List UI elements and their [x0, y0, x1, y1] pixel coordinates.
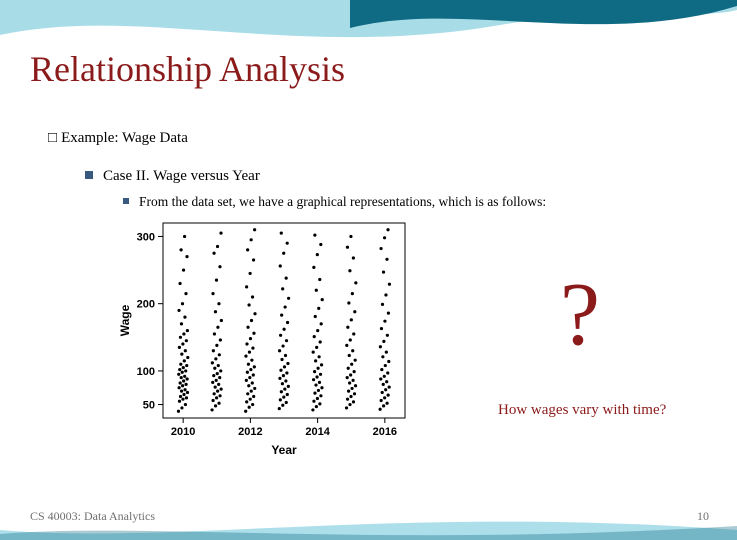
svg-text:200: 200 — [137, 299, 155, 311]
svg-text:Wage: Wage — [118, 304, 132, 336]
bullet-glyph-small-square — [123, 198, 129, 204]
svg-text:2010: 2010 — [171, 426, 195, 438]
bullet-level-2: Case II. Wage versus Year — [85, 168, 260, 185]
bullet-level-1: □Example: Wage Data — [48, 130, 188, 147]
slide-number: 10 — [697, 509, 709, 524]
svg-text:Year: Year — [271, 443, 297, 457]
question-mark: ? — [560, 270, 600, 360]
bullet-text: From the data set, we have a graphical r… — [139, 194, 546, 209]
bullet-glyph-hollow-square: □ — [48, 130, 57, 146]
bullet-text: Example: Wage Data — [61, 130, 188, 146]
slide-title: Relationship Analysis — [30, 48, 345, 90]
caption-text: How wages vary with time? — [498, 402, 666, 419]
svg-text:50: 50 — [143, 400, 155, 412]
svg-text:300: 300 — [137, 231, 155, 243]
svg-text:100: 100 — [137, 366, 155, 378]
bullet-glyph-solid-square — [85, 171, 93, 179]
bullet-level-3: From the data set, we have a graphical r… — [123, 194, 546, 210]
wage-vs-year-chart: 50 100 200 300 2010 2012 2014 2016 Year Wage — [115, 215, 415, 460]
bullet-text: Case II. Wage versus Year — [103, 168, 260, 184]
svg-text:2014: 2014 — [305, 426, 330, 438]
footer-course: CS 40003: Data Analytics — [30, 509, 155, 524]
svg-text:2016: 2016 — [373, 426, 397, 438]
svg-text:2012: 2012 — [238, 426, 262, 438]
